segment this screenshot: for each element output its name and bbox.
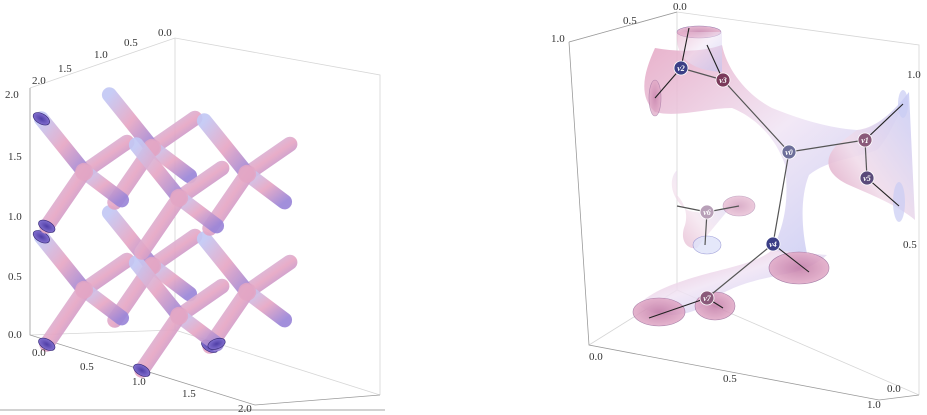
vertex-v6: v6 bbox=[699, 204, 715, 220]
surface-junction bbox=[238, 164, 257, 183]
left-top-axis-ticks: 2.0 1.5 1.0 0.5 0.0 bbox=[32, 27, 172, 87]
vertex-v3: v3 bbox=[715, 72, 731, 88]
vertex-label: v0 bbox=[785, 148, 793, 157]
surface-junction bbox=[170, 306, 189, 325]
left-top-tick: 0.5 bbox=[124, 37, 138, 49]
surface-junction bbox=[75, 280, 94, 299]
surface-junction bbox=[75, 162, 94, 181]
right-side-tick: 1.0 bbox=[907, 69, 921, 81]
vertex-label: v1 bbox=[861, 136, 869, 145]
surface-tube bbox=[39, 282, 92, 352]
right-top-tick: 1.0 bbox=[551, 33, 565, 45]
vertex-v0: v0 bbox=[781, 144, 797, 160]
left-top-tick: 0.0 bbox=[158, 27, 172, 39]
vertex-label: v3 bbox=[719, 76, 727, 85]
surface-tube bbox=[128, 137, 187, 206]
surface-tube bbox=[33, 229, 92, 298]
vertex-label: v4 bbox=[769, 240, 777, 249]
surface-patch bbox=[632, 25, 915, 327]
vertex-label: v5 bbox=[863, 174, 871, 183]
right-side-tick: 0.0 bbox=[887, 383, 901, 395]
vertex-label: v2 bbox=[677, 64, 685, 73]
left-bottom-tick: 0.5 bbox=[80, 361, 94, 373]
left-top-tick: 1.0 bbox=[94, 49, 108, 61]
surface-tube bbox=[134, 308, 187, 378]
surface-tube bbox=[196, 231, 255, 300]
left-side-axis-ticks: 2.0 1.5 1.0 0.5 0.0 bbox=[5, 89, 22, 341]
right-bottom-tick: 0.0 bbox=[589, 351, 603, 363]
right-top-axis-ticks: 1.0 0.5 0.0 bbox=[551, 1, 687, 45]
right-side-axis-ticks: 1.0 0.5 0.0 bbox=[887, 69, 921, 395]
right-side-tick: 0.5 bbox=[903, 239, 917, 251]
left-side-tick: 2.0 bbox=[5, 89, 19, 101]
tube-opening bbox=[38, 337, 56, 351]
tube-opening bbox=[133, 363, 151, 377]
left-side-tick: 0.5 bbox=[8, 271, 22, 283]
vertex-label: v6 bbox=[703, 208, 711, 217]
surface-junction bbox=[170, 188, 189, 207]
left-side-tick: 0.0 bbox=[8, 329, 22, 341]
graph-vertices: v0 v1 v2 v3 v4 v5 v6 v7 bbox=[673, 60, 875, 306]
left-bottom-tick: 1.5 bbox=[182, 388, 196, 400]
right-bottom-axis-ticks: 0.0 0.5 1.0 bbox=[589, 351, 881, 411]
tube-opening bbox=[32, 112, 50, 126]
tube-opening bbox=[38, 219, 56, 233]
surface-tube bbox=[134, 190, 187, 260]
left-side-tick: 1.5 bbox=[8, 151, 22, 163]
left-bottom-tick: 1.0 bbox=[132, 376, 146, 388]
left-panel: 2.0 1.5 1.0 0.5 0.0 2.0 1.5 1.0 0.5 0.0 … bbox=[0, 27, 385, 415]
surface-tube bbox=[128, 255, 187, 324]
vertex-v2: v2 bbox=[673, 60, 689, 76]
surface-tube bbox=[33, 111, 92, 180]
vertex-label: v7 bbox=[703, 294, 712, 303]
vertex-v4: v4 bbox=[765, 236, 781, 252]
left-side-tick: 1.0 bbox=[8, 211, 22, 223]
surface-tube bbox=[196, 113, 255, 182]
surface-tube bbox=[39, 164, 92, 234]
left-top-tick: 2.0 bbox=[32, 75, 46, 87]
vertex-v1: v1 bbox=[857, 132, 873, 148]
right-top-tick: 0.0 bbox=[673, 1, 687, 13]
left-top-tick: 1.5 bbox=[58, 63, 72, 75]
left-bottom-tick: 2.0 bbox=[238, 403, 252, 415]
surface-tube bbox=[101, 87, 160, 156]
right-bottom-tick: 0.5 bbox=[723, 373, 737, 385]
surface-junction bbox=[238, 282, 257, 301]
periodic-minimal-surface bbox=[32, 87, 298, 378]
vertex-v7: v7 bbox=[699, 290, 715, 306]
vertex-v5: v5 bbox=[859, 170, 875, 186]
left-bottom-tick: 0.0 bbox=[32, 347, 46, 359]
left-bottom-axis-ticks: 0.0 0.5 1.0 1.5 2.0 bbox=[32, 347, 252, 415]
right-bottom-tick: 1.0 bbox=[867, 399, 881, 411]
tube-opening bbox=[207, 337, 226, 350]
right-panel: v0 v1 v2 v3 v4 v5 v6 v7 bbox=[551, 1, 921, 411]
right-top-tick: 0.5 bbox=[623, 15, 637, 27]
